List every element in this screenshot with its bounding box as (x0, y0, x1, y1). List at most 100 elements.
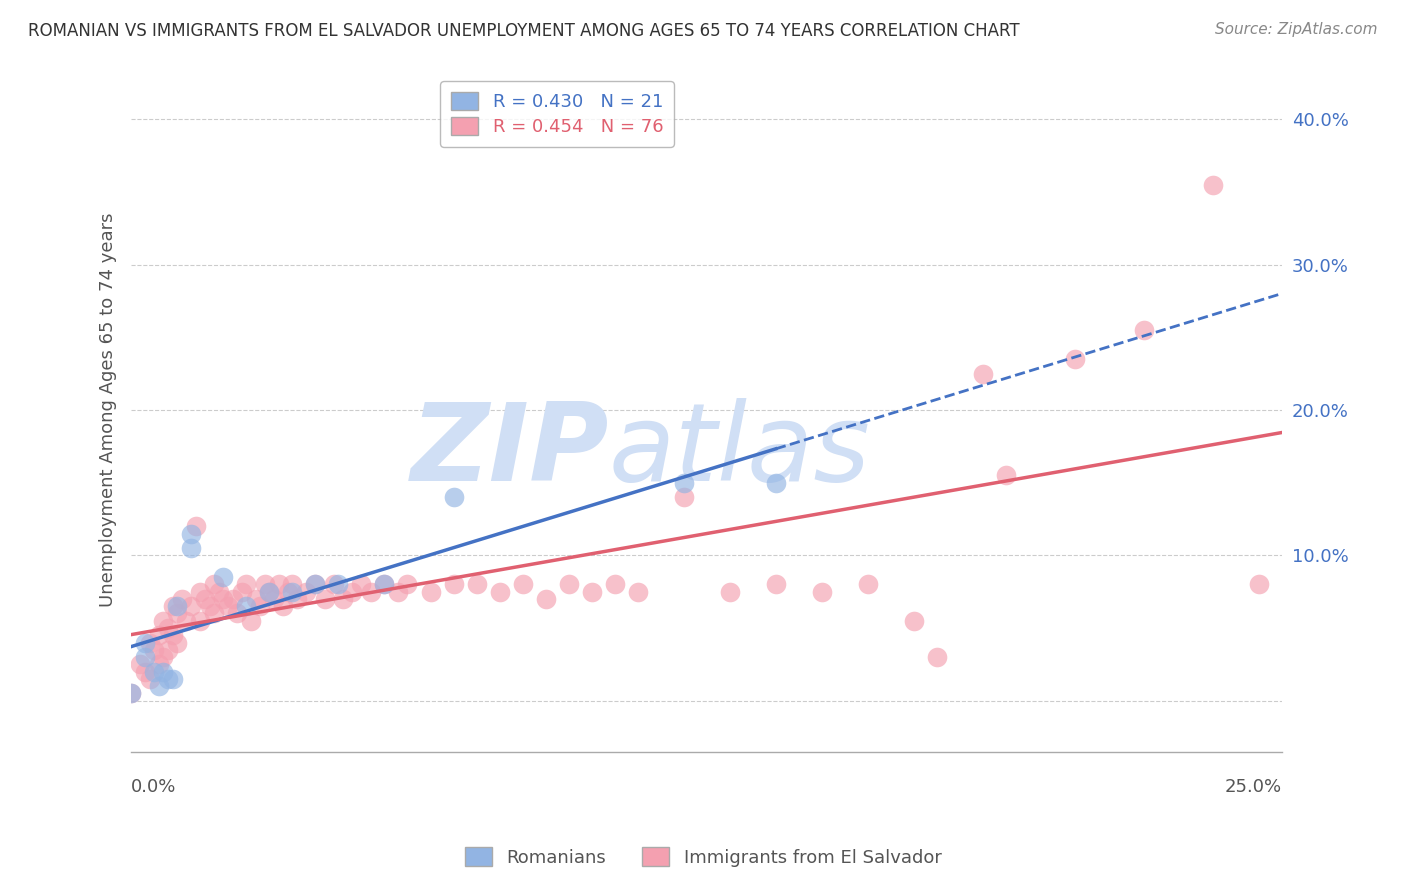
Point (903, 614, 925, 628)
Point (271, 599, 294, 614)
Point (718, 584, 741, 599)
Point (166, 635, 188, 649)
Y-axis label: Unemployment Among Ages 65 to 74 years: Unemployment Among Ages 65 to 74 years (100, 213, 117, 607)
Point (281, 577, 304, 591)
Point (249, 599, 271, 614)
Text: Source: ZipAtlas.com: Source: ZipAtlas.com (1215, 22, 1378, 37)
Point (285, 591, 308, 606)
Point (342, 584, 364, 599)
Point (170, 591, 193, 606)
Point (235, 577, 257, 591)
Point (972, 367, 994, 381)
Point (765, 577, 787, 591)
Point (188, 584, 211, 599)
Point (162, 672, 184, 686)
Point (396, 577, 419, 591)
Point (811, 584, 834, 599)
Point (148, 628, 170, 642)
Text: 0.0%: 0.0% (131, 779, 177, 797)
Point (1133, 323, 1156, 337)
Legend: R = 0.430   N = 21, R = 0.454   N = 76: R = 0.430 N = 21, R = 0.454 N = 76 (440, 81, 673, 147)
Point (1249, 577, 1271, 591)
Point (281, 584, 304, 599)
Point (129, 657, 152, 672)
Point (373, 577, 395, 591)
Point (245, 591, 267, 606)
Point (226, 607, 249, 621)
Point (194, 591, 217, 606)
Point (212, 570, 235, 584)
Point (221, 591, 243, 606)
Point (134, 665, 156, 679)
Point (332, 591, 354, 606)
Point (212, 591, 235, 606)
Point (1202, 178, 1225, 192)
Point (263, 591, 285, 606)
Point (1064, 352, 1087, 367)
Point (672, 475, 695, 490)
Text: ROMANIAN VS IMMIGRANTS FROM EL SALVADOR UNEMPLOYMENT AMONG AGES 65 TO 74 YEARS C: ROMANIAN VS IMMIGRANTS FROM EL SALVADOR … (28, 22, 1019, 40)
Point (253, 577, 276, 591)
Point (152, 650, 174, 665)
Point (180, 541, 202, 555)
Legend: Romanians, Immigrants from El Salvador: Romanians, Immigrants from El Salvador (457, 840, 949, 874)
Point (259, 584, 281, 599)
Point (202, 607, 225, 621)
Point (176, 614, 198, 628)
Point (231, 584, 253, 599)
Point (304, 577, 326, 591)
Point (465, 577, 488, 591)
Point (152, 614, 174, 628)
Point (184, 519, 207, 533)
Text: 25.0%: 25.0% (1225, 779, 1282, 797)
Point (138, 635, 160, 649)
Point (672, 490, 695, 504)
Point (148, 679, 170, 693)
Point (157, 621, 180, 635)
Point (277, 584, 299, 599)
Point (198, 599, 221, 614)
Point (488, 584, 510, 599)
Point (627, 584, 650, 599)
Point (765, 475, 787, 490)
Point (134, 650, 156, 665)
Point (304, 577, 326, 591)
Point (162, 628, 184, 642)
Point (360, 584, 382, 599)
Point (314, 591, 336, 606)
Point (188, 614, 211, 628)
Point (603, 577, 626, 591)
Point (350, 577, 373, 591)
Point (157, 642, 180, 657)
Point (138, 672, 160, 686)
Text: ZIP: ZIP (411, 398, 609, 504)
Point (166, 599, 188, 614)
Point (143, 665, 166, 679)
Point (162, 599, 184, 614)
Point (994, 468, 1017, 483)
Point (512, 577, 534, 591)
Text: atlas: atlas (609, 399, 870, 503)
Point (322, 577, 344, 591)
Point (148, 657, 170, 672)
Point (180, 599, 202, 614)
Point (235, 599, 257, 614)
Point (157, 672, 180, 686)
Point (419, 584, 441, 599)
Point (152, 665, 174, 679)
Point (208, 584, 231, 599)
Point (217, 599, 239, 614)
Point (120, 686, 142, 700)
Point (259, 584, 281, 599)
Point (267, 577, 290, 591)
Point (239, 614, 262, 628)
Point (443, 490, 465, 504)
Point (856, 577, 879, 591)
Point (180, 526, 202, 541)
Point (443, 577, 465, 591)
Point (387, 584, 409, 599)
Point (557, 577, 579, 591)
Point (328, 577, 350, 591)
Point (925, 650, 948, 665)
Point (143, 642, 166, 657)
